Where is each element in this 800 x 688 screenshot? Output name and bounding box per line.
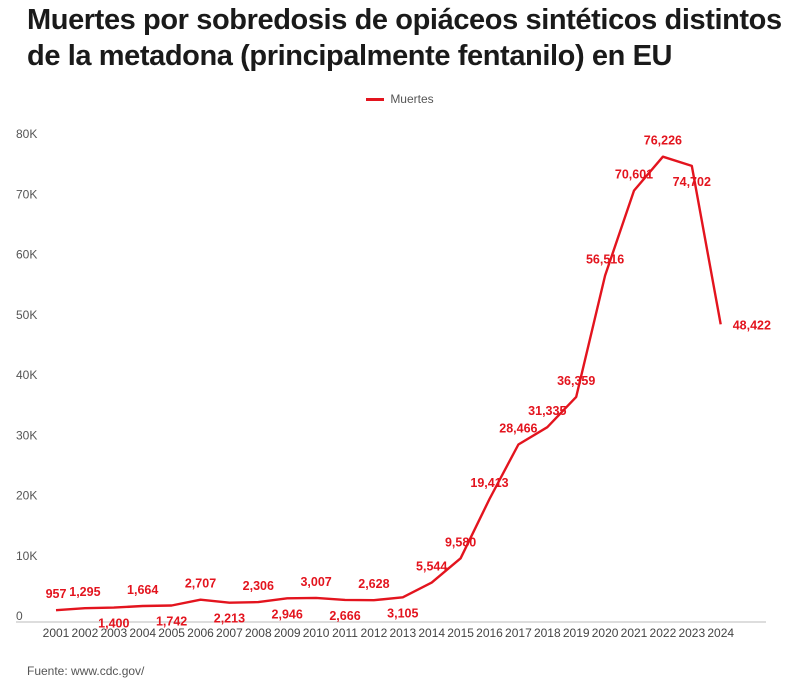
y-tick-label: 80K bbox=[16, 127, 37, 141]
y-tick-label: 60K bbox=[16, 248, 37, 262]
x-tick-label: 2020 bbox=[592, 626, 619, 640]
data-label: 1,664 bbox=[127, 583, 158, 597]
legend-label-muertes: Muertes bbox=[390, 92, 434, 106]
y-tick-label: 70K bbox=[16, 187, 37, 201]
data-label: 2,946 bbox=[272, 607, 303, 621]
x-tick-label: 2011 bbox=[332, 626, 358, 640]
data-label: 31,335 bbox=[528, 404, 566, 418]
y-tick-label: 40K bbox=[16, 368, 37, 382]
x-tick-label: 2003 bbox=[100, 626, 127, 640]
data-labels: 957 1,295 1,400 1,664 1,742 2,707 2,213 2,306 2,… bbox=[46, 134, 771, 631]
x-tick-label: 2019 bbox=[563, 626, 590, 640]
x-tick-label: 2018 bbox=[534, 626, 561, 640]
y-tick-label: 30K bbox=[16, 428, 37, 442]
x-tick-label: 2013 bbox=[389, 626, 416, 640]
y-tick-label: 0 bbox=[16, 609, 23, 623]
data-label: 48,422 bbox=[733, 318, 771, 332]
x-tick-label: 2021 bbox=[621, 626, 648, 640]
data-label: 36,359 bbox=[557, 374, 595, 388]
x-tick-label: 2008 bbox=[245, 626, 272, 640]
x-tick-label: 2012 bbox=[361, 626, 388, 640]
data-label: 5,544 bbox=[416, 560, 447, 574]
x-tick-label: 2004 bbox=[129, 626, 156, 640]
y-tick-label: 20K bbox=[16, 489, 37, 503]
x-tick-label: 2005 bbox=[158, 626, 185, 640]
data-label: 74,702 bbox=[673, 175, 711, 189]
data-label: 957 bbox=[46, 587, 67, 601]
data-label: 70,601 bbox=[615, 168, 653, 182]
legend: Muertes bbox=[0, 92, 800, 106]
x-tick-label: 2017 bbox=[505, 626, 532, 640]
x-tick-label: 2014 bbox=[418, 626, 445, 640]
series-line-muertes bbox=[55, 155, 722, 612]
y-tick-label: 50K bbox=[16, 308, 37, 322]
series-lines bbox=[55, 155, 722, 612]
x-tick-label: 2010 bbox=[303, 626, 330, 640]
chart-title: Muertes por sobredosis de opiáceos sinté… bbox=[27, 4, 782, 72]
x-tick-label: 2009 bbox=[274, 626, 301, 640]
data-label: 1,400 bbox=[98, 617, 129, 631]
data-label: 2,666 bbox=[329, 609, 360, 623]
x-tick-label: 2022 bbox=[650, 626, 677, 640]
data-label: 3,105 bbox=[387, 606, 418, 620]
data-label: 1,742 bbox=[156, 615, 187, 629]
data-label: 56,516 bbox=[586, 252, 624, 266]
x-axis: 2001 2002 2003 2004 2005 2006 2007 2008 2009 2010… bbox=[16, 621, 766, 640]
x-tick-label: 2015 bbox=[447, 626, 474, 640]
data-label: 2,213 bbox=[214, 612, 245, 626]
x-tick-label: 2001 bbox=[43, 626, 70, 640]
data-label: 2,628 bbox=[358, 577, 389, 591]
y-axis: 0 10K 20K 30K 40K 50K 60K 70K 80K bbox=[16, 127, 37, 623]
x-tick-label: 2006 bbox=[187, 626, 214, 640]
x-tick-label: 2024 bbox=[707, 626, 734, 640]
y-tick-label: 10K bbox=[16, 549, 37, 563]
data-label: 2,306 bbox=[243, 579, 274, 593]
legend-swatch-muertes bbox=[366, 98, 385, 102]
source-note: Fuente: www.cdc.gov/ bbox=[27, 664, 145, 678]
data-label: 1,295 bbox=[69, 585, 100, 599]
x-tick-label: 2007 bbox=[216, 626, 243, 640]
x-tick-label: 2016 bbox=[476, 626, 503, 640]
data-label: 3,007 bbox=[300, 575, 331, 589]
data-label: 19,413 bbox=[470, 476, 508, 490]
data-label: 76,226 bbox=[644, 134, 682, 148]
data-label: 2,707 bbox=[185, 577, 216, 591]
x-tick-label: 2023 bbox=[678, 626, 705, 640]
data-label: 28,466 bbox=[499, 421, 537, 435]
data-label: 9,580 bbox=[445, 535, 476, 549]
x-tick-label: 2002 bbox=[72, 626, 99, 640]
